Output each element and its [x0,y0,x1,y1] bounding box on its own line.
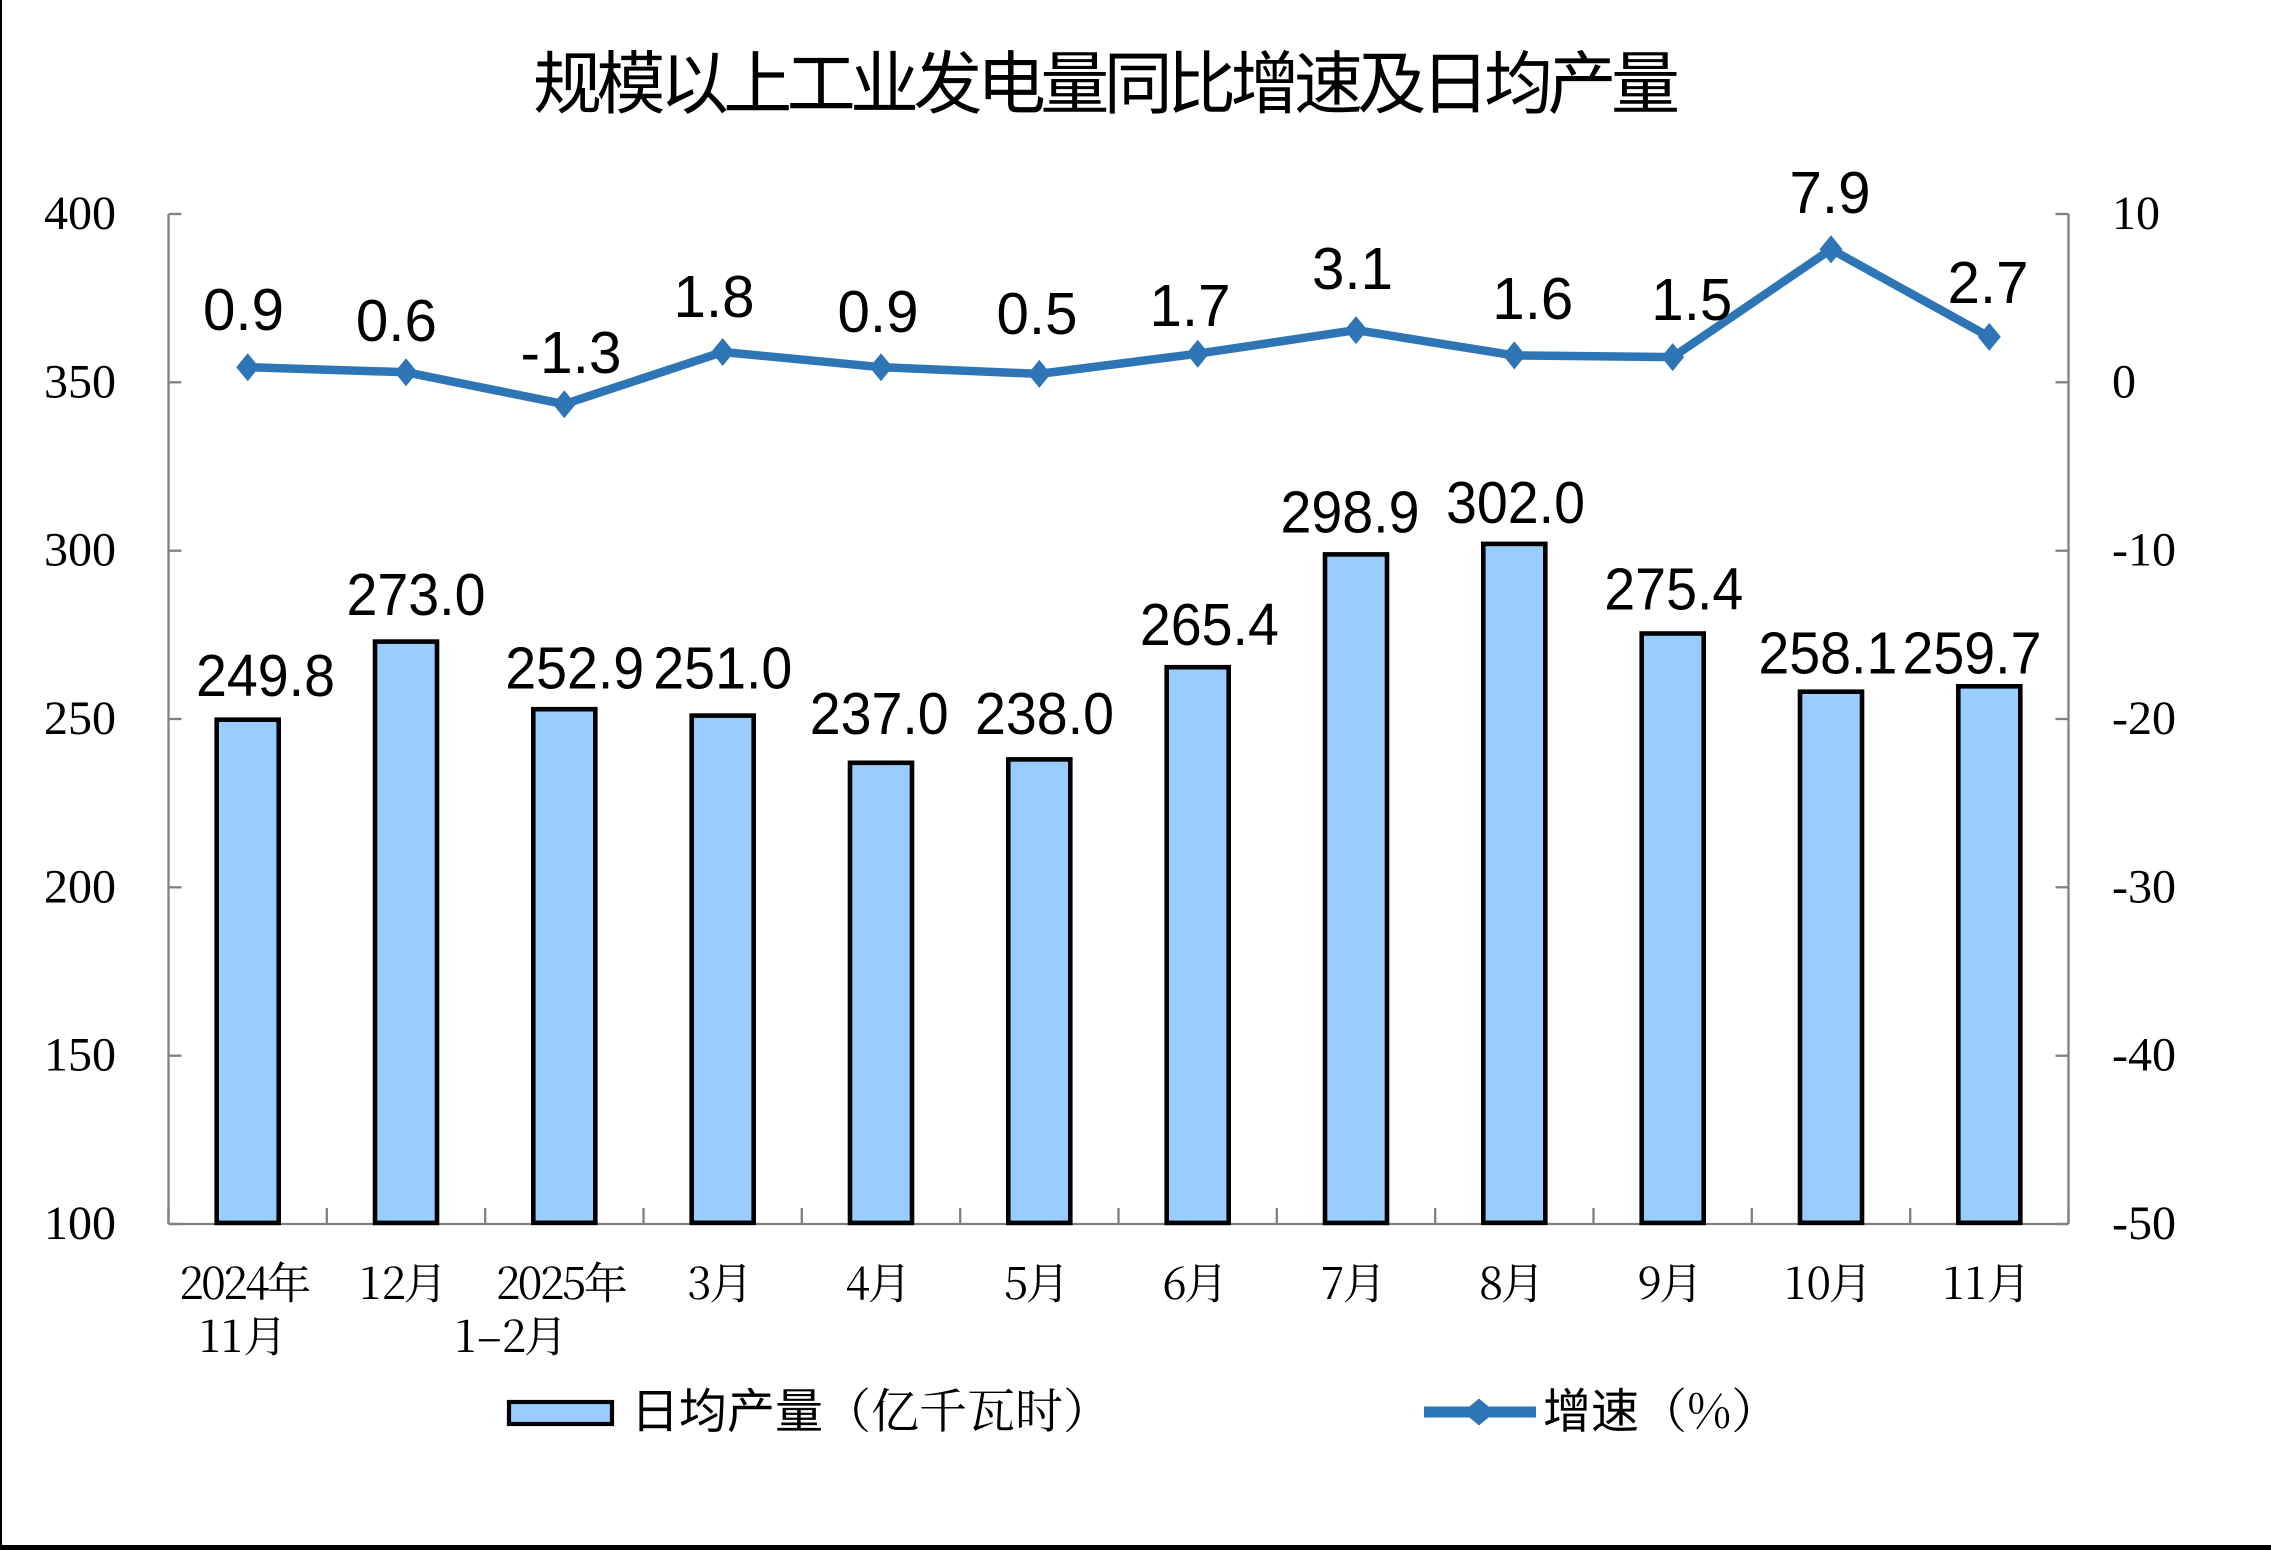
svg-text:298.9: 298.9 [1281,480,1420,546]
svg-text:1.8: 1.8 [674,264,755,330]
svg-text:252.9: 252.9 [505,636,644,702]
svg-text:350: 350 [44,355,116,408]
svg-text:300: 300 [44,524,116,577]
svg-text:0: 0 [2112,355,2136,408]
svg-text:150: 150 [44,1029,116,1082]
svg-text:1.5: 1.5 [1651,267,1732,333]
svg-text:251.0: 251.0 [653,636,792,702]
svg-text:238.0: 238.0 [975,681,1114,747]
svg-text:2.7: 2.7 [1948,250,2029,316]
svg-text:275.4: 275.4 [1604,556,1743,622]
svg-text:-40: -40 [2112,1029,2176,1082]
svg-text:100: 100 [44,1197,116,1250]
svg-text:250: 250 [44,692,116,745]
svg-text:0.9: 0.9 [203,277,284,343]
svg-text:200: 200 [44,860,116,913]
svg-text:0.5: 0.5 [997,281,1078,347]
svg-text:-1.3: -1.3 [521,320,622,386]
svg-text:258.1: 258.1 [1758,620,1897,686]
svg-text:265.4: 265.4 [1140,592,1279,658]
svg-text:237.0: 237.0 [810,681,949,747]
svg-text:259.7: 259.7 [1903,620,2042,686]
svg-text:-50: -50 [2112,1197,2176,1250]
svg-text:249.8: 249.8 [196,643,335,709]
svg-text:0.6: 0.6 [356,288,437,354]
svg-text:400: 400 [44,187,116,240]
svg-text:302.0: 302.0 [1446,470,1585,536]
svg-text:-10: -10 [2112,524,2176,577]
svg-text:1.7: 1.7 [1150,273,1231,339]
svg-text:-20: -20 [2112,692,2176,745]
svg-text:-30: -30 [2112,860,2176,913]
svg-text:10: 10 [2112,187,2160,240]
svg-text:273.0: 273.0 [347,562,486,628]
svg-text:3.1: 3.1 [1312,236,1393,302]
svg-text:7.9: 7.9 [1790,160,1871,226]
svg-text:1.6: 1.6 [1492,266,1573,332]
svg-text:0.9: 0.9 [838,279,919,345]
